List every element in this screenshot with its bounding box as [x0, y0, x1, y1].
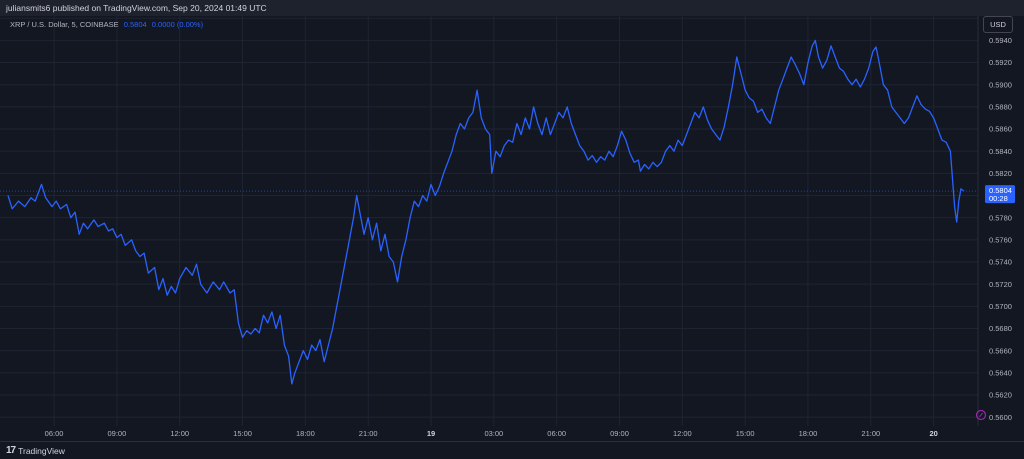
x-tick-label: 15:00: [736, 429, 755, 438]
x-tick-label: 12:00: [673, 429, 692, 438]
y-tick-label: 0.5720: [989, 280, 1012, 289]
symbol-label[interactable]: XRP / U.S. Dollar, 5, COINBASE: [10, 20, 119, 29]
x-tick-label: 06:00: [45, 429, 64, 438]
last-value: 0.5804: [123, 20, 147, 29]
y-tick-label: 0.5780: [989, 213, 1012, 222]
x-tick-label: 09:00: [108, 429, 127, 438]
x-tick-label: 21:00: [861, 429, 880, 438]
y-tick-label: 0.5600: [989, 413, 1012, 422]
price-chart[interactable]: 0.5600 0.5620 0.5640 0.5660 0.5680 0.5700 0.57…: [0, 16, 1024, 441]
price-tag-value: 0.5804: [989, 186, 1012, 195]
y-tick-label: 0.5700: [989, 302, 1012, 311]
tradingview-logo[interactable]: 17 TradingView: [6, 445, 65, 456]
y-tick-label: 0.5940: [989, 36, 1012, 45]
published-caption: juliansmits6 published on TradingView.co…: [6, 3, 267, 13]
price-tag-background: [985, 185, 1015, 204]
y-tick-label: 0.5640: [989, 369, 1012, 378]
price-axis[interactable]: 0.5600 0.5620 0.5640 0.5660 0.5680 0.5700 0.57…: [989, 16, 1012, 422]
series-line-xrp: [7, 39, 965, 385]
x-tick-label: 18:00: [799, 429, 818, 438]
y-tick-label: 0.5740: [989, 258, 1012, 267]
x-tick-label: 21:00: [359, 429, 378, 438]
footer-bar: 17 TradingView: [0, 441, 1024, 459]
y-tick-label: 0.5840: [989, 147, 1012, 156]
grid-horizontal: [0, 17, 978, 418]
y-tick-label: 0.5660: [989, 346, 1012, 355]
x-tick-label: 19: [427, 429, 435, 438]
time-axis[interactable]: 06:00 09:00 12:00 15:00 18:00 21:00 19 03:00 06:…: [45, 429, 938, 438]
y-tick-label: 0.5760: [989, 236, 1012, 245]
y-tick-label: 0.5620: [989, 391, 1012, 400]
currency-button[interactable]: USD: [983, 16, 1013, 33]
chart-legend: XRP / U.S. Dollar, 5, COINBASE 0.5804 0.…: [10, 20, 203, 29]
x-tick-label: 06:00: [547, 429, 566, 438]
y-tick-label: 0.5880: [989, 103, 1012, 112]
y-tick-label: 0.5920: [989, 58, 1012, 67]
settings-icon[interactable]: [975, 409, 987, 421]
x-tick-label: 18:00: [296, 429, 315, 438]
x-tick-label: 03:00: [484, 429, 503, 438]
x-tick-label: 09:00: [610, 429, 629, 438]
tradingview-brand: TradingView: [18, 445, 65, 456]
top-bar: juliansmits6 published on TradingView.co…: [0, 0, 1024, 16]
x-tick-label: 15:00: [233, 429, 252, 438]
y-tick-label: 0.5820: [989, 169, 1012, 178]
y-tick-label: 0.5680: [989, 324, 1012, 333]
tradingview-logo-icon: 17: [6, 445, 16, 456]
x-tick-label: 20: [929, 429, 937, 438]
y-tick-label: 0.5900: [989, 80, 1012, 89]
x-tick-label: 12:00: [170, 429, 189, 438]
y-tick-label: 0.5860: [989, 125, 1012, 134]
price-tag-countdown: 00:28: [989, 194, 1008, 203]
change-value: 0.0000 (0.00%): [151, 20, 204, 29]
